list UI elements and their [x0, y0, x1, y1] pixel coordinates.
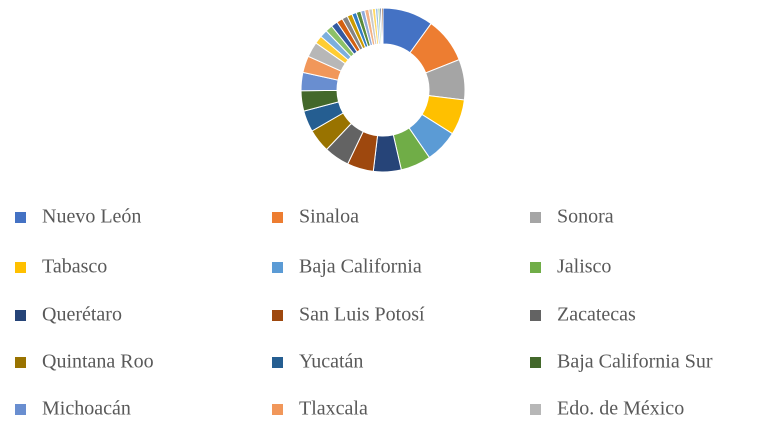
legend-swatch	[530, 262, 541, 273]
legend-label: Zacatecas	[557, 304, 636, 326]
legend-swatch	[15, 212, 26, 223]
legend-swatch	[272, 404, 283, 415]
legend-swatch	[15, 404, 26, 415]
legend-label: Yucatán	[299, 351, 363, 373]
legend-label: Edo. de México	[557, 398, 684, 420]
legend-label: Baja California Sur	[557, 351, 713, 373]
legend-swatch	[15, 262, 26, 273]
legend-label: Nuevo León	[42, 206, 141, 228]
legend-swatch	[530, 404, 541, 415]
legend-swatch	[272, 212, 283, 223]
legend-label: San Luis Potosí	[299, 304, 425, 326]
legend-label: Tabasco	[42, 256, 107, 278]
legend-swatch	[15, 310, 26, 321]
legend-label: Sinaloa	[299, 206, 359, 228]
slice	[380, 7, 384, 45]
legend-label: Sonora	[557, 206, 614, 228]
legend-swatch	[272, 262, 283, 273]
legend-label: Baja California	[299, 256, 422, 278]
legend-label: Jalisco	[557, 256, 611, 278]
legend-swatch	[530, 310, 541, 321]
legend-swatch	[15, 357, 26, 368]
legend-swatch	[272, 357, 283, 368]
legend-label: Michoacán	[42, 398, 131, 420]
legend-label: Tlaxcala	[299, 398, 368, 420]
legend-swatch	[530, 357, 541, 368]
legend-swatch	[272, 310, 283, 321]
legend-swatch	[530, 212, 541, 223]
legend-label: Querétaro	[42, 304, 122, 326]
legend-label: Quintana Roo	[42, 351, 154, 373]
